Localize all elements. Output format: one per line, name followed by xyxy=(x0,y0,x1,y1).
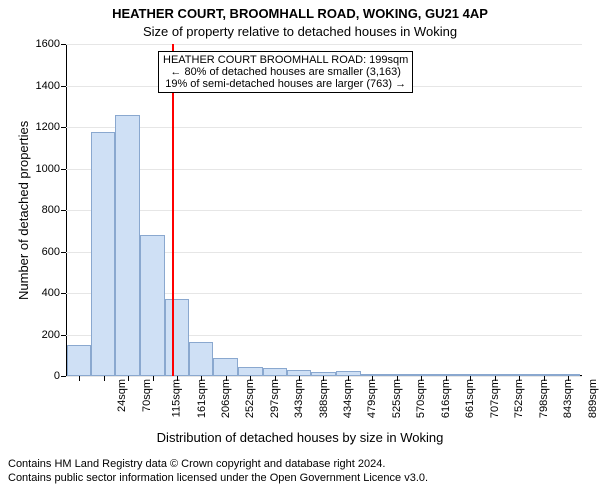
x-tick xyxy=(226,376,227,381)
x-tick xyxy=(372,376,373,381)
x-tick xyxy=(299,376,300,381)
gridline-h xyxy=(66,210,582,211)
y-tick-label: 600 xyxy=(42,246,60,258)
x-tick-label: 889sqm xyxy=(587,379,599,418)
y-tick-label: 400 xyxy=(42,287,60,299)
x-tick-label: 752sqm xyxy=(513,379,525,418)
marker-vline xyxy=(172,44,174,376)
y-tick-label: 1400 xyxy=(36,80,60,92)
x-tick-label: 343sqm xyxy=(294,379,306,418)
y-tick xyxy=(61,252,66,253)
histogram-bar xyxy=(91,132,115,376)
x-tick xyxy=(79,376,80,381)
x-tick-label: 525sqm xyxy=(391,379,403,418)
footer-copyright: Contains HM Land Registry data © Crown c… xyxy=(8,458,385,470)
chart-title-main: HEATHER COURT, BROOMHALL ROAD, WOKING, G… xyxy=(0,6,600,21)
x-tick xyxy=(397,376,398,381)
x-tick xyxy=(519,376,520,381)
x-tick-label: 570sqm xyxy=(416,379,428,418)
y-tick-label: 800 xyxy=(42,204,60,216)
x-tick-label: 616sqm xyxy=(440,379,452,418)
x-tick-label: 252sqm xyxy=(245,379,257,418)
x-axis-label: Distribution of detached houses by size … xyxy=(0,430,600,445)
x-tick-label: 843sqm xyxy=(562,379,574,418)
x-tick xyxy=(177,376,178,381)
x-tick-label: 388sqm xyxy=(318,379,330,418)
histogram-bar xyxy=(189,342,213,376)
y-tick xyxy=(61,293,66,294)
y-tick-label: 1000 xyxy=(36,163,60,175)
y-tick-label: 200 xyxy=(42,329,60,341)
x-tick xyxy=(348,376,349,381)
x-tick xyxy=(421,376,422,381)
x-tick-label: 115sqm xyxy=(170,379,182,417)
x-tick-label: 24sqm xyxy=(116,379,128,412)
histogram-bar xyxy=(67,345,92,376)
x-tick xyxy=(470,376,471,381)
gridline-h xyxy=(66,127,582,128)
x-tick xyxy=(323,376,324,381)
y-tick xyxy=(61,169,66,170)
x-tick xyxy=(153,376,154,381)
x-tick xyxy=(446,376,447,381)
x-tick-label: 798sqm xyxy=(538,379,550,418)
x-tick xyxy=(104,376,105,381)
x-tick xyxy=(275,376,276,381)
y-tick xyxy=(61,210,66,211)
histogram-bar xyxy=(165,299,189,376)
x-tick xyxy=(128,376,129,381)
annotation-box: HEATHER COURT BROOMHALL ROAD: 199sqm← 80… xyxy=(158,51,413,93)
x-tick-label: 70sqm xyxy=(141,379,153,412)
gridline-h xyxy=(66,44,582,45)
chart-title-sub: Size of property relative to detached ho… xyxy=(0,24,600,39)
x-tick xyxy=(568,376,569,381)
y-tick xyxy=(61,127,66,128)
plot-area: 0200400600800100012001400160024sqm70sqm1… xyxy=(66,44,582,376)
chart-frame: HEATHER COURT, BROOMHALL ROAD, WOKING, G… xyxy=(0,0,600,500)
x-tick-label: 161sqm xyxy=(196,379,208,418)
x-tick xyxy=(201,376,202,381)
annotation-line: HEATHER COURT BROOMHALL ROAD: 199sqm xyxy=(163,54,408,66)
x-tick xyxy=(495,376,496,381)
histogram-bar xyxy=(140,235,165,376)
x-tick-label: 479sqm xyxy=(367,379,379,418)
y-tick-label: 0 xyxy=(54,370,60,382)
y-tick xyxy=(61,44,66,45)
gridline-h xyxy=(66,169,582,170)
y-tick xyxy=(61,335,66,336)
x-tick xyxy=(544,376,545,381)
histogram-bar xyxy=(213,358,238,376)
histogram-bar xyxy=(115,115,140,376)
x-tick-label: 206sqm xyxy=(220,379,232,418)
y-axis-label: Number of detached properties xyxy=(16,121,31,300)
histogram-bar xyxy=(238,367,263,376)
y-tick-label: 1200 xyxy=(36,121,60,133)
x-tick-label: 297sqm xyxy=(269,379,281,418)
x-tick-label: 434sqm xyxy=(342,379,354,418)
y-tick-label: 1600 xyxy=(36,38,60,50)
footer-licence: Contains public sector information licen… xyxy=(8,472,428,484)
annotation-line: ← 80% of detached houses are smaller (3,… xyxy=(163,66,408,78)
x-tick-label: 707sqm xyxy=(489,379,501,418)
x-tick-label: 661sqm xyxy=(464,379,476,418)
y-tick xyxy=(61,376,66,377)
histogram-bar xyxy=(263,368,287,376)
annotation-line: 19% of semi-detached houses are larger (… xyxy=(163,78,408,90)
x-tick xyxy=(250,376,251,381)
y-tick xyxy=(61,86,66,87)
